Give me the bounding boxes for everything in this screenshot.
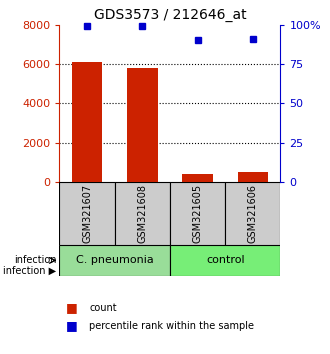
Bar: [127, 68, 157, 182]
Text: GSM321607: GSM321607: [82, 184, 92, 243]
Text: infection ▶: infection ▶: [3, 266, 56, 276]
Text: GSM321605: GSM321605: [193, 184, 203, 243]
Title: GDS3573 / 212646_at: GDS3573 / 212646_at: [94, 8, 246, 22]
Bar: [59, 245, 170, 276]
Bar: [225, 182, 280, 245]
Bar: [115, 182, 170, 245]
Text: percentile rank within the sample: percentile rank within the sample: [89, 321, 254, 331]
Text: C. pneumonia: C. pneumonia: [76, 256, 153, 266]
Bar: [182, 174, 213, 182]
Text: infection: infection: [14, 256, 57, 266]
Text: count: count: [89, 303, 117, 313]
Bar: [238, 172, 268, 182]
Bar: [170, 245, 280, 276]
Text: ■: ■: [66, 319, 78, 332]
Text: control: control: [206, 256, 245, 266]
Text: ■: ■: [66, 302, 78, 314]
Bar: [170, 182, 225, 245]
Bar: [72, 62, 102, 182]
Bar: [59, 182, 115, 245]
Text: GSM321608: GSM321608: [137, 184, 147, 243]
Text: GSM321606: GSM321606: [248, 184, 258, 243]
